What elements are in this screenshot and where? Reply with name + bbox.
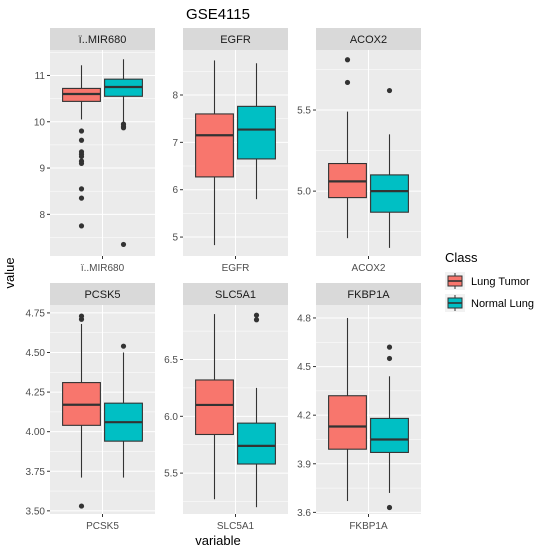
boxplot-normal-lung	[237, 63, 276, 200]
outlier-point	[386, 87, 393, 94]
x-tick-label: ï..MIR680	[81, 263, 125, 274]
facet-strip-label: SLC5A1	[215, 289, 256, 301]
outlier-point	[78, 223, 85, 229]
boxplot-normal-lung	[370, 87, 409, 248]
outlier-point	[78, 195, 85, 201]
facet-strip	[183, 28, 288, 50]
facet-strip-label: FKBP1A	[347, 289, 390, 301]
boxplot-lung-tumor	[328, 317, 367, 502]
boxplot-normal-lung	[104, 343, 143, 478]
facet-strip-label: ï..MIR680	[79, 34, 127, 46]
y-tick-label: 4.75	[26, 308, 46, 319]
y-tick-label: 4.2	[297, 411, 311, 422]
box-iqr	[328, 395, 367, 450]
boxplot-normal-lung	[104, 59, 143, 248]
facet-panel: ï..MIR680 8 9 10 11 ï..MIR680	[34, 28, 155, 274]
y-tick-label: 4.5	[297, 362, 311, 373]
boxplot-lung-tumor	[328, 57, 367, 239]
facet-strip	[50, 283, 155, 305]
legend-title: Class	[445, 250, 478, 265]
y-tick-label: 5	[172, 233, 178, 244]
y-tick-label: 5.0	[297, 187, 311, 198]
facet-panels: ï..MIR680 8 9 10 11 ï..MIR680 EGFR 5 6 7 8 EGFR ACOX…	[26, 28, 421, 532]
boxplot-lung-tumor	[195, 60, 234, 246]
facet-panel: ACOX2 5.0 5.5 ACOX2	[297, 28, 421, 274]
boxplot-lung-tumor	[62, 313, 101, 509]
y-tick-label: 9	[39, 164, 45, 175]
outlier-point	[120, 125, 127, 131]
outlier-point	[344, 79, 351, 86]
outlier-point	[253, 312, 260, 318]
x-tick-label: SLC5A1	[217, 521, 255, 532]
boxplot-normal-lung	[237, 312, 276, 508]
y-tick-label: 6.0	[164, 412, 178, 423]
outlier-point	[78, 137, 85, 143]
legend-label: Normal Lung	[471, 298, 534, 310]
y-tick-label: 4.8	[297, 313, 311, 324]
outlier-point	[386, 344, 393, 350]
x-tick-label: PCSK5	[86, 521, 119, 532]
outlier-point	[78, 128, 85, 134]
y-tick-label: 3.50	[26, 506, 46, 517]
legend-item: Lung Tumor	[445, 272, 530, 290]
facet-panel: SLC5A1 5.5 6.0 6.5 SLC5A1	[164, 283, 288, 532]
outlier-point	[78, 503, 85, 509]
y-tick-label: 5.5	[164, 469, 178, 480]
box-iqr	[195, 379, 234, 436]
legend-item: Normal Lung	[445, 294, 534, 312]
outlier-point	[120, 343, 127, 349]
y-tick-label: 5.5	[297, 106, 311, 117]
x-axis-label: variable	[195, 533, 241, 548]
facet-strip	[50, 28, 155, 50]
facet-strip	[183, 283, 288, 305]
y-tick-label: 4.50	[26, 348, 46, 359]
y-tick-label: 3.6	[297, 508, 311, 519]
boxplot-normal-lung	[370, 344, 409, 511]
y-tick-label: 3.75	[26, 467, 46, 478]
box-iqr	[237, 422, 276, 465]
box-iqr	[370, 417, 409, 453]
facet-panel: PCSK5 3.50 3.75 4.00 4.25 4.50 4.75 PCSK5	[26, 283, 155, 532]
outlier-point	[386, 504, 393, 511]
outlier-point	[78, 186, 85, 192]
y-tick-label: 8	[39, 210, 45, 221]
y-tick-label: 11	[35, 71, 46, 82]
boxplot-lung-tumor	[62, 65, 101, 229]
facet-strip-label: PCSK5	[84, 289, 120, 301]
y-tick-label: 6.5	[164, 355, 178, 366]
facet-strip-label: EGFR	[220, 34, 251, 46]
y-axis-label: value	[2, 257, 17, 288]
x-tick-label: FKBP1A	[349, 521, 388, 532]
outlier-point	[78, 153, 85, 160]
y-tick-label: 6	[172, 185, 178, 196]
facet-strip-label: ACOX2	[350, 34, 387, 46]
box-iqr	[370, 174, 409, 213]
facet-strip	[316, 283, 421, 305]
legend-label: Lung Tumor	[471, 276, 530, 288]
y-tick-label: 10	[34, 117, 46, 128]
facet-panel: EGFR 5 6 7 8 EGFR	[172, 28, 288, 274]
outlier-point	[120, 241, 127, 248]
outlier-point	[78, 160, 85, 167]
outlier-point	[78, 316, 85, 322]
y-tick-label: 4.25	[26, 388, 46, 399]
y-tick-label: 3.9	[297, 459, 311, 470]
x-tick-label: EGFR	[222, 263, 250, 274]
y-tick-label: 7	[172, 138, 178, 149]
chart-title: GSE4115	[186, 6, 250, 23]
facet-panel: FKBP1A 3.6 3.9 4.2 4.5 4.8 FKBP1A	[297, 283, 421, 532]
box-iqr	[237, 105, 276, 160]
boxplot-lung-tumor	[195, 314, 234, 500]
y-tick-label: 4.00	[26, 427, 46, 438]
box-iqr	[195, 113, 234, 178]
legend: Class Lung Tumor Normal Lung	[445, 250, 534, 312]
x-tick-label: ACOX2	[352, 263, 386, 274]
outlier-point	[253, 317, 260, 323]
outlier-point	[386, 355, 393, 362]
y-tick-label: 8	[172, 90, 178, 101]
facet-strip	[316, 28, 421, 50]
outlier-point	[344, 57, 351, 63]
